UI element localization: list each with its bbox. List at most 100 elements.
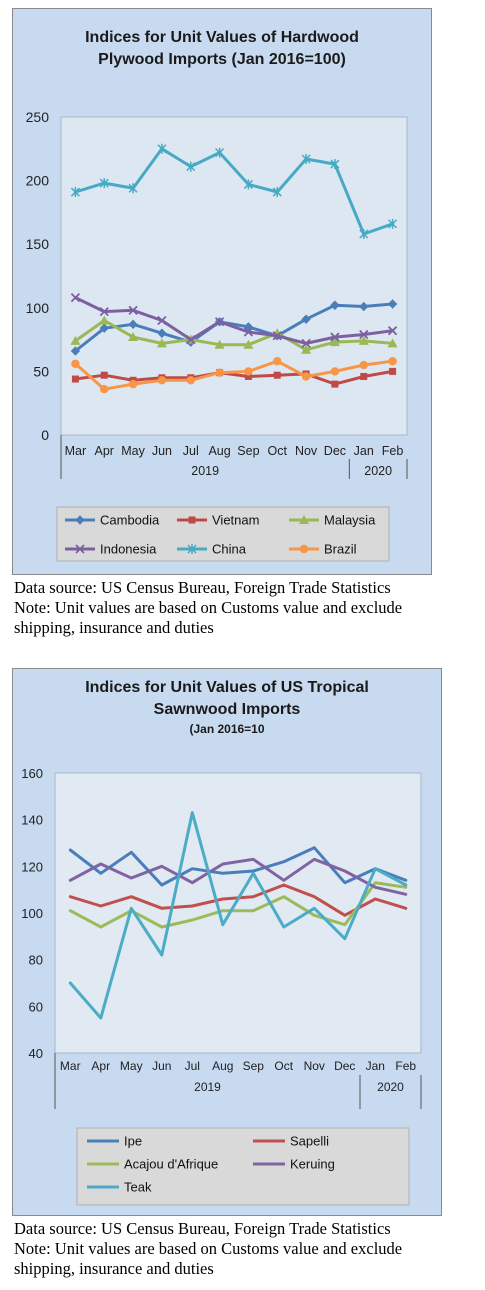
legend-label: Cambodia [100, 513, 160, 528]
data-point [358, 335, 369, 345]
x-tick-label: Apr [91, 1059, 110, 1073]
data-point [157, 376, 167, 385]
data-point [71, 375, 79, 383]
legend-marker [75, 544, 85, 554]
x-tick-label: Aug [212, 1059, 233, 1073]
data-point [301, 153, 311, 164]
y-tick-label: 100 [21, 906, 43, 921]
data-point [330, 332, 340, 342]
plywood-chart-note: Data source: US Census Bureau, Foreign T… [14, 578, 402, 638]
series-line [68, 846, 408, 887]
x-tick-label: May [120, 1059, 143, 1073]
chart-title: Indices for Unit Values of US Tropical S… [13, 677, 441, 737]
data-source-text: Data source: US Census Bureau, Foreign T… [14, 578, 391, 597]
legend-label: Acajou d'Afrique [124, 1157, 218, 1172]
y-tick-label: 120 [21, 859, 43, 874]
data-point [301, 314, 311, 324]
data-point [359, 329, 369, 340]
legend-marker [187, 544, 197, 554]
sawnwood-chart-svg: 40 60 80 100 120 140 160 Mar Apr May Jun Jul Aug Sep O… [21, 766, 422, 1206]
data-point [70, 335, 81, 345]
data-point [301, 338, 311, 349]
y-tick-label: 80 [29, 953, 43, 968]
legend-label: Vietnam [212, 513, 259, 528]
y-tick-label: 40 [29, 1046, 43, 1061]
y-tick-label: 100 [26, 300, 50, 316]
data-point [243, 339, 254, 349]
data-point [215, 368, 224, 377]
x-tick-label: Aug [208, 444, 230, 458]
data-point [214, 339, 225, 349]
data-point [387, 338, 398, 348]
year-label: 2020 [364, 464, 392, 478]
data-point [389, 367, 397, 375]
y-tick-label: 250 [26, 109, 50, 125]
x-tick-label: Jun [152, 1059, 171, 1073]
data-point [128, 379, 138, 389]
x-tick-label: Dec [334, 1059, 355, 1073]
data-point [99, 323, 109, 333]
chart-title-line: Indices for Unit Values of Hardwood [85, 29, 359, 46]
series-line [73, 369, 395, 386]
legend-label: Teak [124, 1180, 152, 1195]
data-point [99, 178, 109, 189]
x-tick-label: Nov [295, 444, 318, 458]
data-point [70, 292, 81, 303]
data-point [329, 337, 340, 347]
legend-label: Sapelli [290, 1134, 329, 1149]
data-point [330, 300, 340, 310]
data-point [330, 159, 340, 170]
data-point [243, 179, 253, 190]
data-point [331, 380, 339, 388]
plywood-chart-panel: Indices for Unit Values of Hardwood Plyw… [12, 8, 432, 575]
x-tick-label: May [121, 444, 145, 458]
year-label: 2019 [194, 1080, 221, 1094]
chart-title-line: Plywood Imports (Jan 2016=100) [98, 51, 346, 68]
chart-title-line: Indices for Unit Values of US Tropical [85, 679, 369, 696]
chart-title: Indices for Unit Values of Hardwood Plyw… [13, 27, 431, 71]
year-label: 2019 [191, 464, 219, 478]
legend-label: Keruing [290, 1157, 335, 1172]
legend-box [76, 1127, 410, 1206]
legend-marker [75, 515, 85, 525]
data-point [360, 372, 368, 380]
x-tick-label: Feb [395, 1059, 416, 1073]
series-line [73, 319, 395, 352]
data-point [100, 385, 109, 394]
x-tick-label: Apr [95, 444, 114, 458]
y-tick-label: 50 [33, 363, 49, 379]
data-point [244, 372, 252, 380]
y-tick-label: 0 [41, 427, 49, 443]
note-text: shipping, insurance and duties [14, 1259, 214, 1278]
year-label: 2020 [377, 1080, 404, 1094]
series-line [68, 811, 408, 1020]
x-tick-label: Jul [185, 1059, 200, 1073]
data-point [128, 305, 138, 315]
data-point [273, 371, 281, 379]
note-text: Note: Unit values are based on Customs v… [14, 598, 403, 617]
x-tick-label: Jan [354, 444, 374, 458]
chart-subtitle: (Jan 2016=10 [189, 722, 265, 736]
data-point [301, 344, 312, 354]
legend-label: Malaysia [324, 513, 376, 528]
data-point [128, 183, 138, 194]
legend-marker [188, 516, 196, 524]
legend-label: Indonesia [100, 542, 157, 557]
note-text: Note: Unit values are based on Customs v… [14, 1239, 403, 1258]
data-point [388, 357, 397, 366]
y-tick-label: 60 [29, 999, 43, 1014]
data-point [71, 359, 80, 368]
legend-marker [299, 544, 309, 554]
data-point [330, 367, 340, 376]
data-point [186, 334, 196, 345]
data-point [215, 147, 225, 158]
plywood-chart-svg: 0 50 100 150 200 250 Mar Apr May Jun Jul Aug Sep Oct N… [26, 109, 408, 562]
data-point [272, 187, 282, 198]
x-tick-label: Feb [382, 444, 404, 458]
data-point [70, 346, 81, 356]
data-point [272, 331, 282, 341]
x-tick-label: Jan [366, 1059, 385, 1073]
sawnwood-chart-panel: Indices for Unit Values of US Tropical S… [12, 668, 442, 1216]
series-line [73, 359, 395, 391]
series-line [73, 147, 395, 236]
